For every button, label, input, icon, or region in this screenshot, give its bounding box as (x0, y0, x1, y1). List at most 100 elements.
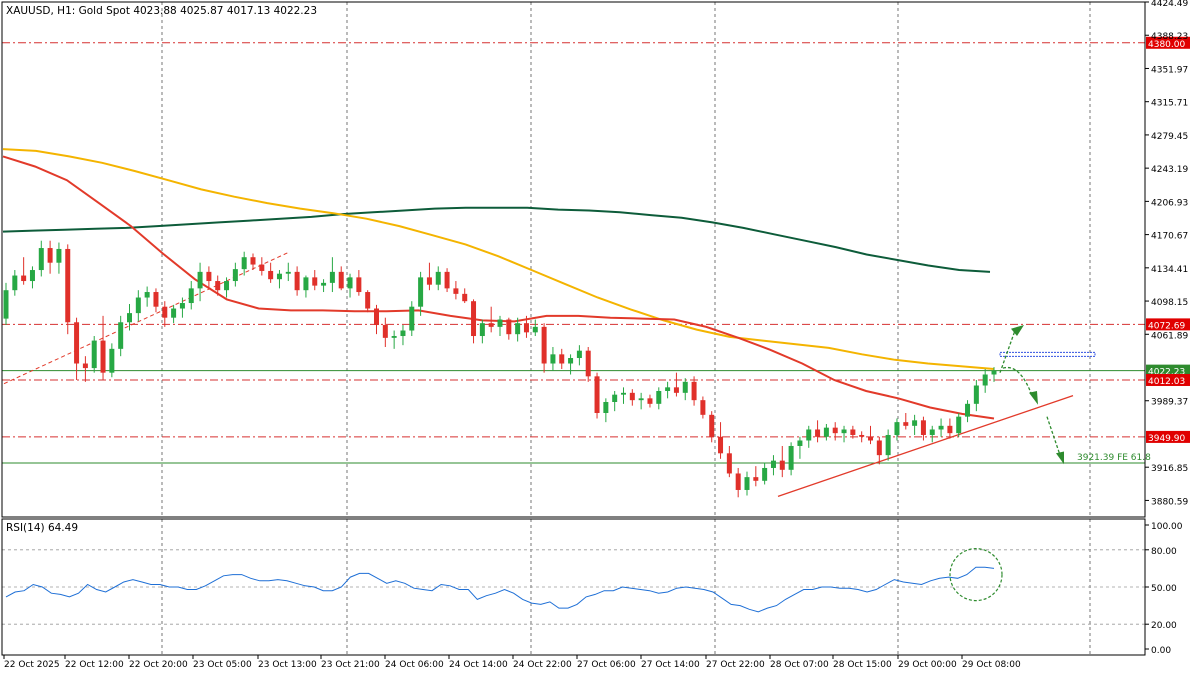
price-tick-label: 4279.45 (1151, 132, 1188, 142)
candle-body (621, 392, 626, 395)
time-tick-label: 28 Oct 07:00 (770, 660, 829, 670)
candle-body (947, 425, 953, 434)
candle-body (241, 257, 247, 270)
candle-body (541, 326, 547, 364)
price-tag-box (1146, 318, 1190, 331)
candle-body (788, 445, 794, 470)
candle-body (850, 429, 856, 435)
price-tick-label: 4170.67 (1151, 232, 1188, 242)
trendlines-layer (3, 251, 1074, 497)
moving-average-line (2, 155, 995, 420)
candle-body (100, 340, 106, 373)
fe-arrow-head (1056, 451, 1064, 465)
candle-body (479, 323, 485, 337)
candle-body (171, 308, 177, 318)
candle-body (82, 363, 88, 369)
candle-body (91, 340, 97, 369)
candle-body (3, 290, 9, 319)
candle-body (629, 392, 635, 401)
price-tick-label: 3989.37 (1151, 398, 1188, 408)
candle-body (12, 275, 18, 291)
candle-body (153, 292, 159, 307)
price-tag-label: 4012.03 (1148, 377, 1185, 387)
candle-body (753, 477, 759, 481)
candle-body (656, 390, 662, 404)
candle-body (391, 336, 397, 338)
candle-body (321, 282, 327, 286)
candle-body (700, 400, 706, 415)
candle-body (250, 257, 256, 265)
price-tag-box (1146, 364, 1190, 377)
candle-body (770, 460, 776, 468)
candle-body (506, 319, 512, 335)
candle-body (232, 269, 238, 282)
price-tick-label: 3880.59 (1151, 497, 1188, 507)
fibonacci-extension-label: 3921.39 FE 61.8 (1077, 453, 1151, 463)
candle-body (912, 420, 918, 426)
candle-body (603, 401, 609, 413)
candle-body (285, 271, 291, 274)
candle-body (56, 248, 62, 263)
rsi-tick-label: 50.00 (1151, 584, 1177, 594)
time-tick-label: 27 Oct 22:00 (706, 660, 765, 670)
candle-body (726, 453, 732, 474)
candle-body (462, 293, 468, 302)
time-tick-label: 22 Oct 20:00 (129, 660, 188, 670)
candle-body (312, 277, 318, 286)
bullish-projection-line (999, 330, 1016, 373)
moving-averages-layer (2, 148, 995, 420)
candle-body (550, 354, 556, 364)
candle-body (38, 248, 44, 271)
candle-body (797, 440, 803, 446)
candle-body (709, 414, 715, 437)
time-tick-label: 27 Oct 14:00 (641, 660, 700, 670)
candle-body (418, 277, 424, 307)
price-panel-frame (1, 1, 1146, 518)
candle-body (568, 358, 574, 364)
time-tick-label: 27 Oct 06:00 (577, 660, 636, 670)
rsi-tick-label: 20.00 (1151, 621, 1177, 631)
time-tick-label: 24 Oct 06:00 (385, 660, 444, 670)
price-tick-label: 4388.23 (1151, 32, 1188, 42)
candle-body (365, 292, 371, 309)
candle-body (515, 323, 521, 335)
candle-body (426, 277, 432, 285)
candles-layer (3, 240, 997, 498)
fe-projection-line (1046, 416, 1061, 456)
candle-body (859, 434, 865, 437)
rsi-layer (2, 547, 1145, 625)
candle-body (673, 387, 679, 393)
candle-body (338, 271, 344, 289)
price-tick-label: 4351.97 (1151, 65, 1188, 75)
candle-body (532, 326, 538, 333)
candle-body (868, 436, 873, 441)
time-tick-label: 29 Oct 08:00 (962, 660, 1021, 670)
candle-body (647, 398, 653, 404)
candle-body (268, 270, 274, 280)
price-tag-label: 3949.90 (1148, 434, 1185, 444)
candle-body (841, 429, 847, 434)
candle-body (576, 350, 582, 359)
time-tick-label: 24 Oct 14:00 (449, 660, 508, 670)
candle-body (74, 322, 80, 364)
chart-title: XAUUSD, H1: Gold Spot 4023.88 4025.87 40… (6, 5, 317, 17)
candle-body (259, 264, 265, 271)
candle-body (823, 427, 829, 437)
candle-body (118, 322, 124, 349)
candle-body (29, 270, 35, 282)
candle-body (638, 398, 644, 401)
rsi-tick-label: 100.00 (1151, 522, 1183, 532)
rsi-tick-label: 0.00 (1151, 646, 1171, 656)
candle-body (471, 301, 477, 337)
candle-body (612, 394, 618, 402)
projection-layer (999, 325, 1096, 465)
candle-body (435, 271, 441, 285)
rsi-tick-label: 80.00 (1151, 547, 1177, 557)
candle-body (197, 271, 203, 289)
candle-body (559, 354, 565, 364)
candle-body (806, 429, 812, 441)
candle-body (735, 473, 741, 490)
price-tick-label: 4061.89 (1151, 331, 1188, 341)
candle-body (109, 348, 115, 373)
candle-body (585, 350, 591, 377)
